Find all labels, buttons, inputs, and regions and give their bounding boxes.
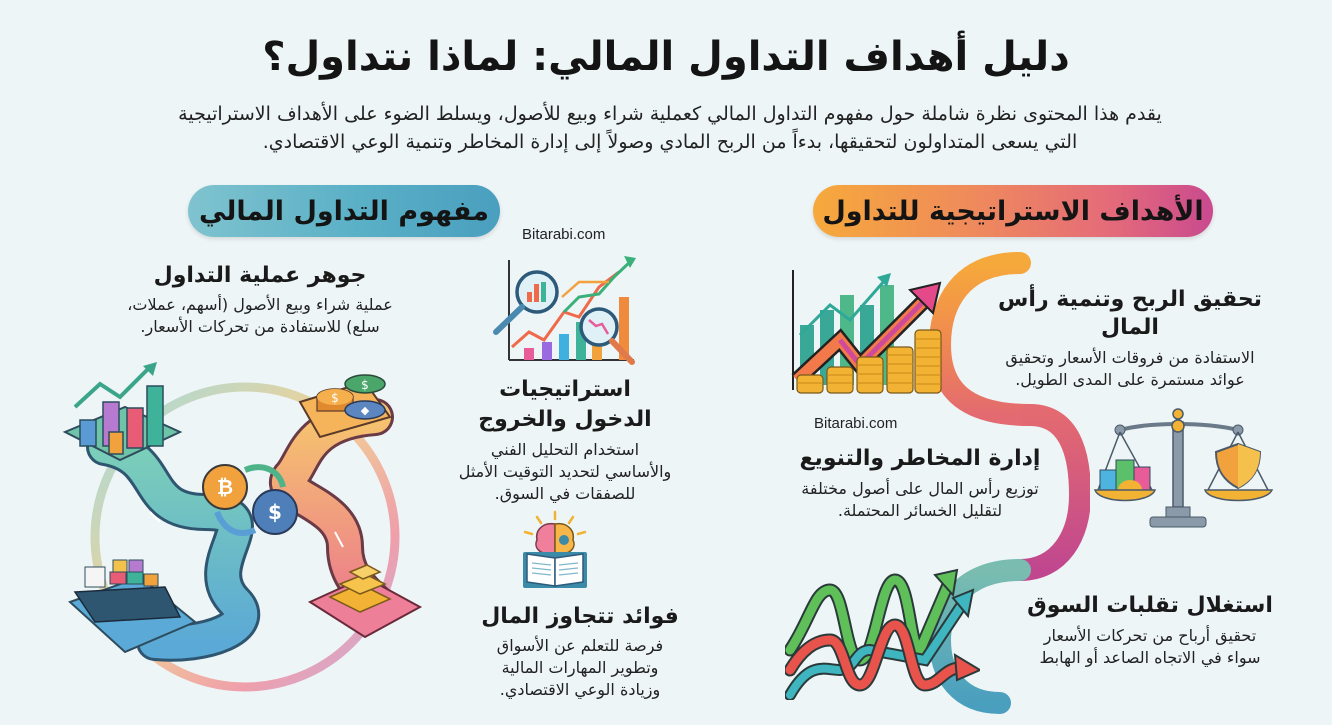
goal-item-risk: إدارة المخاطر والتنويع توزيع رأس المال ع… — [770, 445, 1070, 522]
item-text-line: لتقليل الخسائر المحتملة. — [837, 501, 1003, 520]
concept-item-core: جوهر عملية التداول عملية شراء وبيع الأصو… — [110, 262, 410, 338]
svg-text:₿: ₿ — [217, 475, 233, 499]
item-title: جوهر عملية التداول — [153, 263, 367, 288]
item-text-line: عملية شراء وبيع الأصول (أسهم، عملات، — [127, 295, 393, 314]
item-title: فوائد تتجاوز المال — [481, 604, 679, 629]
svg-text:◆: ◆ — [361, 404, 370, 417]
item-text-line: والأساسي لتحديد التوقيت الأمثل — [458, 462, 672, 481]
concept-item-benefits: فوائد تتجاوز المال فرصة للتعلم عن الأسوا… — [470, 603, 690, 701]
item-text-line: الاستفادة من فروقات الأسعار وتحقيق — [1005, 348, 1255, 367]
item-text-line: وزيادة الوعي الاقتصادي. — [499, 680, 661, 699]
intro-paragraph: يقدم هذا المحتوى نظرة شاملة حول مفهوم ال… — [150, 100, 1190, 156]
asset-flow-cycle-icon: $ $ ◆ ₿ $ — [62, 362, 423, 692]
item-title: استغلال تقلبات السوق — [1027, 593, 1273, 618]
chart-analysis-magnifier-icon — [493, 256, 636, 365]
concept-item-strategies: استراتيجيات الدخول والخروج استخدام التحل… — [440, 375, 690, 505]
watermark: Bitarabi.com — [522, 226, 606, 243]
section-header-concept: مفهوم التداول المالي — [188, 185, 500, 237]
page-title: دليل أهداف التداول المالي: لماذا نتداول؟ — [262, 34, 1070, 80]
item-text-line: سلع) للاستفادة من تحركات الأسعار. — [140, 317, 380, 336]
volatile-arrows-icon — [785, 568, 980, 700]
intro-line-1: يقدم هذا المحتوى نظرة شاملة حول مفهوم ال… — [178, 103, 1162, 125]
svg-text:$: $ — [331, 391, 339, 405]
balance-scale-shield-icon — [1093, 408, 1274, 528]
item-title: استراتيجيات — [499, 377, 631, 402]
goal-item-profit: تحقيق الربح وتنمية رأس المال الاستفادة م… — [975, 286, 1285, 391]
item-text-line: سواء في الاتجاه الصاعد أو الهابط — [1039, 648, 1261, 667]
item-text-line: عوائد مستمرة على المدى الطويل. — [1015, 370, 1245, 389]
item-text-line: وتطوير المهارات المالية — [501, 658, 659, 677]
item-title: إدارة المخاطر والتنويع — [799, 446, 1041, 471]
item-text-line: فرصة للتعلم عن الأسواق — [496, 636, 664, 655]
item-title: الدخول والخروج — [478, 407, 652, 432]
brain-book-icon — [523, 510, 587, 588]
watermark: Bitarabi.com — [814, 415, 898, 432]
svg-text:$: $ — [268, 500, 282, 524]
goal-item-volatility: استغلال تقلبات السوق تحقيق أرباح من تحرك… — [1005, 592, 1295, 669]
item-text-line: للصفقات في السوق. — [494, 484, 636, 503]
intro-line-2: التي يسعى المتداولون لتحقيقها، بدءاً من … — [262, 131, 1078, 153]
svg-text:$: $ — [361, 378, 369, 392]
item-text-line: توزيع رأس المال على أصول مختلفة — [801, 479, 1039, 498]
item-text-line: استخدام التحليل الفني — [490, 440, 640, 459]
growth-chart-coins-icon — [791, 270, 942, 394]
item-text-line: تحقيق أرباح من تحركات الأسعار — [1043, 626, 1257, 645]
item-title: تحقيق الربح وتنمية رأس المال — [998, 287, 1262, 340]
section-header-goals: الأهداف الاستراتيجية للتداول — [813, 185, 1213, 237]
